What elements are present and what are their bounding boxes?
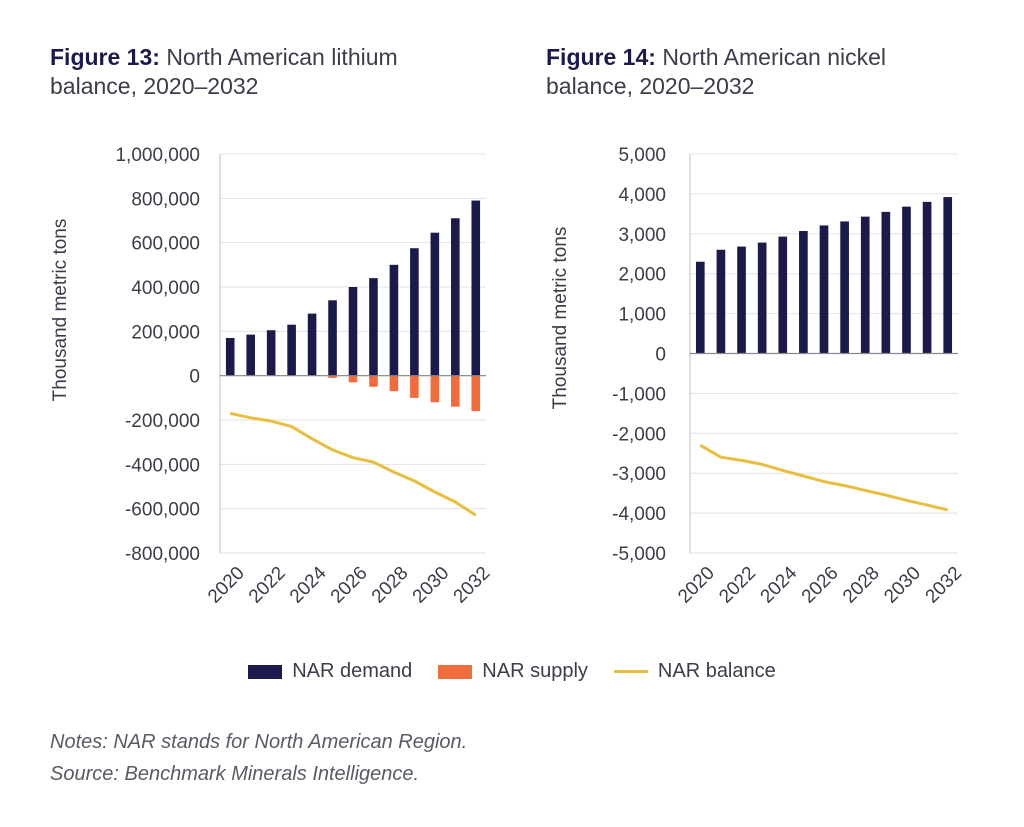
figure-14-text: North American nickel balance, 2020–2032: [546, 44, 887, 99]
lithium-y-tick-label: 800,000: [131, 189, 200, 210]
lithium-bar-nar-supply: [430, 375, 440, 403]
lithium-bar-nar-demand: [266, 330, 276, 376]
charts-canvas: 1,000,000 800,000 600,000 400,000 200,000 0 -2…: [50, 145, 966, 607]
lithium-bar-nar-demand: [307, 313, 317, 376]
legend-swatch-supply: [438, 664, 473, 679]
nickel-y-tick-label: -1,000: [612, 384, 666, 405]
lithium-bar-nar-supply: [471, 375, 481, 412]
lithium-x-tick-label: 2032: [450, 563, 495, 608]
nickel-bar-nar-demand: [840, 221, 849, 354]
nickel-bar-nar-demand: [819, 225, 829, 354]
nickel-x-tick-label: 2028: [839, 563, 884, 608]
lithium-y-axis-title: Thousand metric tons: [50, 219, 71, 402]
legend-label-supply: NAR supply: [482, 660, 588, 682]
nickel-bar-nar-demand: [902, 206, 911, 354]
nickel-y-tick-label: -4,000: [612, 504, 666, 525]
legend-label-demand: NAR demand: [292, 660, 413, 682]
chart-legend: NAR demand NAR supply NAR balance: [0, 660, 1024, 683]
lithium-y-tick-label: -800,000: [125, 544, 200, 565]
legend-label-balance: NAR balance: [657, 660, 776, 682]
lithium-bar-nar-supply: [348, 375, 358, 383]
notes: Notes: NAR stands for North American Reg…: [50, 726, 467, 790]
nickel-bar-nar-demand: [922, 201, 932, 354]
lithium-bar-nar-supply: [328, 375, 337, 378]
nickel-bar-nar-demand: [943, 197, 953, 354]
lithium-bar-nar-demand: [471, 200, 481, 376]
figure-14-label: Figure 14:: [546, 44, 656, 70]
nickel-y-tick-label: 0: [655, 345, 666, 366]
lithium-y-tick-label: 400,000: [131, 278, 200, 299]
lithium-bar-nar-demand: [287, 324, 296, 376]
nickel-bar-nar-demand: [737, 246, 746, 354]
lithium-x-tick-label: 2028: [368, 563, 413, 608]
nickel-x-tick-label: 2030: [880, 563, 925, 608]
nickel-x-tick-label: 2032: [922, 563, 967, 608]
nickel-bar-nar-demand: [881, 211, 891, 354]
lithium-bar-nar-demand: [348, 287, 358, 376]
lithium-y-tick-label: 1,000,000: [115, 145, 200, 166]
lithium-chart: 1,000,000 800,000 600,000 400,000 200,000 0 -2…: [50, 145, 494, 607]
nickel-bar-nar-demand: [860, 216, 870, 354]
lithium-y-tick-label: 600,000: [131, 234, 200, 255]
nickel-y-tick-label: -5,000: [612, 544, 666, 565]
nickel-y-tick-label: 2,000: [618, 265, 666, 286]
figure-13-label: Figure 13:: [50, 44, 160, 70]
nickel-x-tick-label: 2026: [798, 563, 843, 608]
lithium-line-nar-balance: [229, 411, 477, 517]
nickel-y-tick-label: -2,000: [612, 424, 666, 445]
lithium-bar-nar-demand: [246, 334, 255, 376]
nickel-x-tick-label: 2020: [674, 563, 719, 608]
legend-swatch-balance: [613, 670, 648, 673]
nickel-y-axis-title: Thousand metric tons: [550, 227, 571, 410]
lithium-x-tick-label: 2030: [409, 563, 454, 608]
figure-13-title: Figure 13: North American lithium balanc…: [50, 43, 480, 101]
notes-line: Notes: NAR stands for North American Reg…: [50, 731, 468, 753]
legend-item-demand: NAR demand: [248, 660, 412, 683]
source-line: Source: Benchmark Minerals Intelligence.: [50, 763, 420, 785]
nickel-y-tick-label: 4,000: [618, 185, 666, 206]
lithium-x-tick-label: 2022: [245, 563, 290, 608]
lithium-y-tick-label: -600,000: [125, 500, 200, 521]
nickel-x-tick-label: 2022: [715, 563, 760, 608]
nickel-y-tick-label: -3,000: [612, 464, 666, 485]
lithium-y-tick-label: 0: [189, 367, 200, 388]
nickel-y-tick-label: 3,000: [618, 225, 666, 246]
nickel-bar-nar-demand: [778, 236, 788, 354]
lithium-bar-nar-supply: [369, 375, 378, 387]
nickel-x-tick-label: 2024: [757, 562, 802, 607]
nickel-y-tick-label: 5,000: [618, 145, 666, 166]
lithium-y-tick-label: -400,000: [125, 455, 200, 476]
figure-13-text: North American lithium balance, 2020–203…: [50, 44, 398, 99]
legend-item-supply: NAR supply: [438, 660, 588, 683]
legend-item-balance: NAR balance: [613, 660, 776, 683]
figure-14-title: Figure 14: North American nickel balance…: [546, 43, 976, 101]
lithium-bar-nar-demand: [328, 300, 337, 376]
nickel-chart: 5,000 4,000 3,000 2,000 1,000 0 -1,000 -2,000 -3…: [550, 145, 966, 607]
lithium-bar-nar-demand: [369, 278, 378, 376]
nickel-bar-nar-demand: [716, 249, 726, 354]
legend-swatch-demand: [248, 664, 283, 679]
nickel-bar-nar-demand: [799, 231, 808, 354]
lithium-x-tick-label: 2026: [327, 563, 372, 608]
lithium-bar-nar-demand: [410, 248, 419, 376]
lithium-bar-nar-demand: [451, 218, 460, 376]
lithium-bar-nar-demand: [225, 337, 235, 376]
lithium-x-tick-label: 2020: [204, 563, 249, 608]
nickel-bar-nar-demand: [695, 261, 705, 354]
lithium-y-tick-label: 200,000: [131, 322, 200, 343]
lithium-x-tick-label: 2024: [286, 562, 331, 607]
lithium-bar-nar-demand: [389, 264, 399, 376]
lithium-y-tick-label: -200,000: [125, 411, 200, 432]
nickel-bar-nar-demand: [757, 242, 767, 354]
lithium-bar-nar-supply: [389, 375, 399, 392]
nickel-y-tick-label: 1,000: [618, 305, 666, 326]
lithium-bar-nar-supply: [451, 375, 460, 407]
lithium-bar-nar-supply: [410, 375, 419, 398]
lithium-bar-nar-demand: [430, 232, 440, 376]
nickel-line-nar-balance: [699, 444, 949, 512]
